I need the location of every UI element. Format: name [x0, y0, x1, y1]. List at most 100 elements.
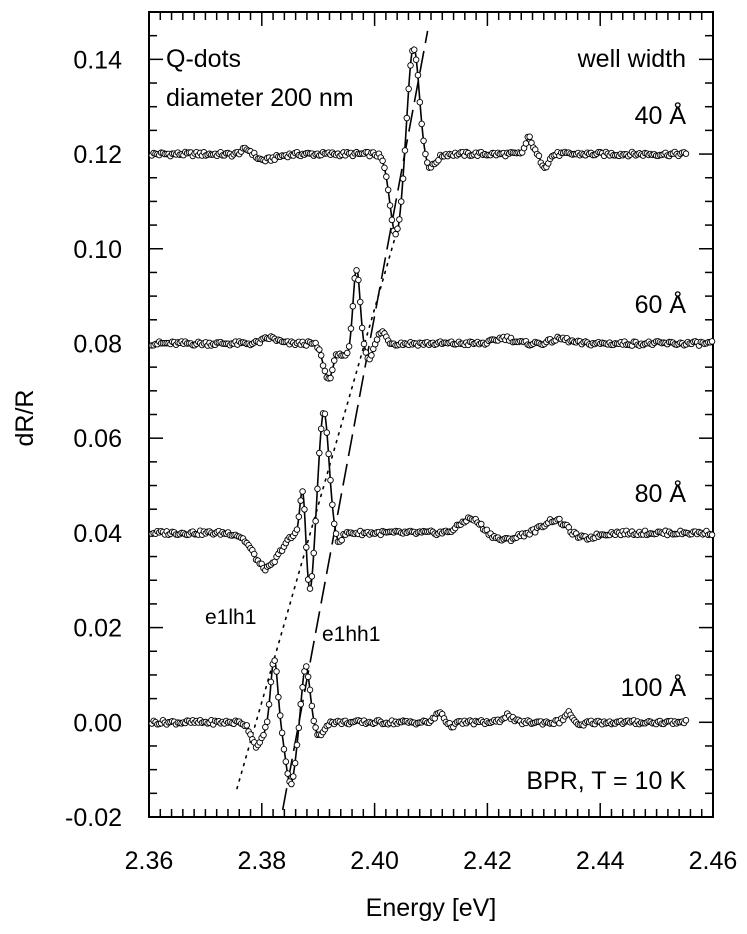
- data-point: [306, 585, 314, 592]
- data-point: [355, 276, 362, 284]
- data-point: [535, 152, 543, 160]
- data-point: [330, 357, 338, 364]
- series-line: [149, 267, 713, 380]
- data-point: [303, 663, 310, 670]
- data-point: [708, 531, 716, 539]
- data-point: [332, 530, 340, 537]
- data-point: [388, 216, 396, 224]
- data-point: [360, 340, 368, 348]
- guide-line-e1lh1: [236, 219, 401, 790]
- data-point: [682, 717, 690, 724]
- sample-label: Q-dots: [166, 45, 241, 73]
- data-point: [265, 701, 273, 708]
- x-tick-label: 2.46: [689, 847, 738, 875]
- y-axis-title: dR/R: [11, 390, 39, 447]
- data-point: [306, 686, 314, 694]
- data-point: [308, 573, 316, 580]
- data-point: [291, 759, 299, 767]
- data-point: [288, 780, 295, 788]
- data-point: [312, 724, 319, 731]
- data-point: [414, 71, 422, 79]
- data-point: [386, 202, 394, 209]
- x-tick-label: 2.40: [350, 847, 399, 875]
- data-point: [708, 338, 716, 345]
- data-point: [338, 536, 345, 544]
- x-tick-label: 2.44: [576, 847, 625, 875]
- data-point: [384, 186, 392, 194]
- data-point: [276, 712, 284, 719]
- data-point: [323, 429, 331, 436]
- data-point: [260, 731, 267, 739]
- data-point: [522, 140, 530, 147]
- data-point: [297, 497, 304, 504]
- data-point: [284, 770, 291, 777]
- series-line: [149, 410, 713, 591]
- data-point: [295, 724, 303, 732]
- series-label-80: 80 Å: [635, 478, 687, 508]
- data-point: [327, 476, 334, 484]
- axis-ticks: [148, 11, 714, 818]
- data-point: [273, 668, 280, 675]
- data-point: [405, 85, 412, 93]
- data-point: [299, 684, 306, 691]
- data-point: [329, 366, 336, 374]
- data-point: [420, 137, 427, 145]
- legend-title: well width: [577, 45, 686, 73]
- y-tick-label: 0.08: [73, 330, 122, 358]
- data-point: [349, 303, 357, 310]
- data-point: [357, 298, 364, 306]
- data-point: [316, 449, 323, 457]
- data-point: [329, 501, 336, 508]
- x-tick-label: 2.36: [125, 847, 174, 875]
- data-point: [368, 352, 375, 359]
- data-point: [327, 374, 334, 382]
- data-point: [362, 349, 370, 356]
- y-tick-label: -0.02: [65, 804, 122, 832]
- data-point: [379, 157, 386, 165]
- data-point: [293, 741, 301, 749]
- data-point: [412, 56, 420, 63]
- data-point: [316, 346, 323, 353]
- data-point: [282, 758, 290, 765]
- data-point: [319, 362, 327, 369]
- data-point: [297, 700, 304, 708]
- y-tick-labels: -0.02 0.00 0.02 0.04 0.06 0.08 0.10 0.12 0.14: [65, 46, 122, 832]
- data-point: [345, 343, 353, 350]
- data-point: [317, 352, 325, 359]
- e1hh1-label: e1hh1: [322, 623, 380, 646]
- series-label-40: 40 Å: [635, 100, 687, 130]
- spectra-curves: [148, 46, 716, 788]
- data-point: [278, 729, 286, 737]
- x-axis-title: Energy [eV]: [366, 894, 497, 922]
- data-point: [317, 425, 325, 433]
- data-point: [416, 98, 424, 106]
- data-point: [301, 506, 308, 513]
- x-tick-labels: 2.36 2.38 2.40 2.42 2.44 2.46: [125, 847, 738, 875]
- data-point: [526, 133, 533, 140]
- guide-lines: [236, 30, 429, 811]
- data-point: [394, 225, 401, 232]
- data-point: [312, 517, 319, 525]
- y-tick-label: 0.04: [73, 520, 122, 548]
- data-point: [304, 673, 312, 681]
- series-label-60: 60 Å: [635, 289, 687, 319]
- y-tick-label: 0.12: [73, 141, 122, 169]
- data-point: [422, 150, 429, 158]
- data-point: [397, 198, 405, 205]
- data-point: [263, 718, 271, 726]
- data-point: [250, 550, 258, 558]
- data-point: [293, 526, 301, 533]
- data-point: [303, 544, 310, 551]
- data-point: [310, 717, 317, 725]
- data-point: [344, 349, 351, 357]
- y-tick-label: 0.02: [73, 615, 122, 643]
- data-point: [478, 520, 485, 528]
- x-tick-label: 2.38: [237, 847, 286, 875]
- data-point: [310, 549, 317, 557]
- data-point: [411, 46, 418, 53]
- y-tick-label: 0.00: [73, 709, 122, 737]
- data-point: [243, 722, 250, 729]
- data-point: [308, 702, 316, 710]
- data-point: [262, 723, 269, 731]
- data-point: [314, 485, 321, 493]
